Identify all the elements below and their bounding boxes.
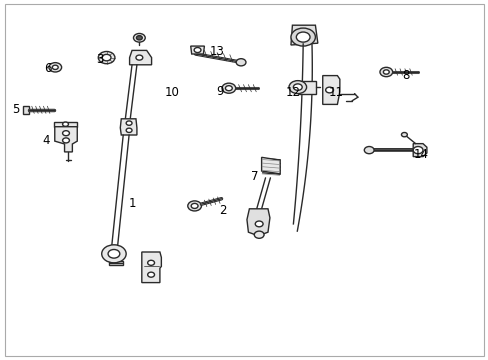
Circle shape	[147, 272, 154, 277]
Text: 8: 8	[401, 69, 409, 82]
Text: 6: 6	[44, 62, 52, 75]
Text: 9: 9	[216, 85, 224, 98]
Text: 12: 12	[285, 86, 300, 99]
Text: 3: 3	[96, 53, 104, 66]
Polygon shape	[142, 252, 161, 283]
Circle shape	[412, 147, 422, 154]
Circle shape	[379, 67, 392, 77]
Circle shape	[136, 36, 142, 40]
Circle shape	[225, 86, 232, 91]
Polygon shape	[190, 46, 204, 54]
Circle shape	[236, 59, 245, 66]
Text: 7: 7	[250, 170, 258, 183]
Circle shape	[293, 84, 302, 90]
Bar	[108, 261, 123, 265]
Polygon shape	[55, 127, 77, 152]
Polygon shape	[412, 144, 426, 157]
Circle shape	[288, 81, 306, 94]
Polygon shape	[261, 157, 280, 174]
Circle shape	[296, 32, 309, 42]
Text: 10: 10	[164, 86, 179, 99]
Circle shape	[194, 48, 201, 53]
Polygon shape	[246, 209, 269, 236]
Circle shape	[126, 121, 132, 125]
Text: 4: 4	[42, 134, 50, 147]
Circle shape	[98, 51, 115, 64]
Circle shape	[191, 203, 198, 208]
Circle shape	[222, 83, 235, 93]
Circle shape	[325, 87, 333, 93]
Circle shape	[254, 231, 264, 238]
Polygon shape	[129, 50, 151, 65]
Circle shape	[133, 33, 145, 42]
Circle shape	[255, 221, 263, 227]
Circle shape	[126, 128, 132, 132]
Circle shape	[102, 245, 126, 263]
Polygon shape	[54, 122, 77, 127]
Text: 14: 14	[413, 148, 428, 161]
Polygon shape	[322, 76, 339, 104]
Circle shape	[290, 28, 315, 46]
Text: 13: 13	[210, 45, 224, 58]
Text: 5: 5	[12, 103, 20, 116]
Circle shape	[52, 65, 58, 69]
Text: 2: 2	[218, 204, 226, 217]
Circle shape	[62, 131, 69, 136]
Polygon shape	[120, 119, 137, 135]
Polygon shape	[290, 25, 317, 45]
Circle shape	[108, 249, 120, 258]
Text: 1: 1	[128, 197, 136, 210]
Circle shape	[401, 132, 407, 137]
Circle shape	[102, 54, 111, 61]
Circle shape	[383, 70, 388, 74]
Circle shape	[364, 147, 373, 154]
Circle shape	[187, 201, 201, 211]
Polygon shape	[297, 81, 315, 94]
Circle shape	[62, 138, 69, 143]
Polygon shape	[23, 106, 29, 114]
Circle shape	[62, 122, 68, 126]
Circle shape	[147, 260, 154, 265]
Text: 11: 11	[328, 86, 343, 99]
Circle shape	[49, 63, 61, 72]
Circle shape	[136, 55, 142, 60]
